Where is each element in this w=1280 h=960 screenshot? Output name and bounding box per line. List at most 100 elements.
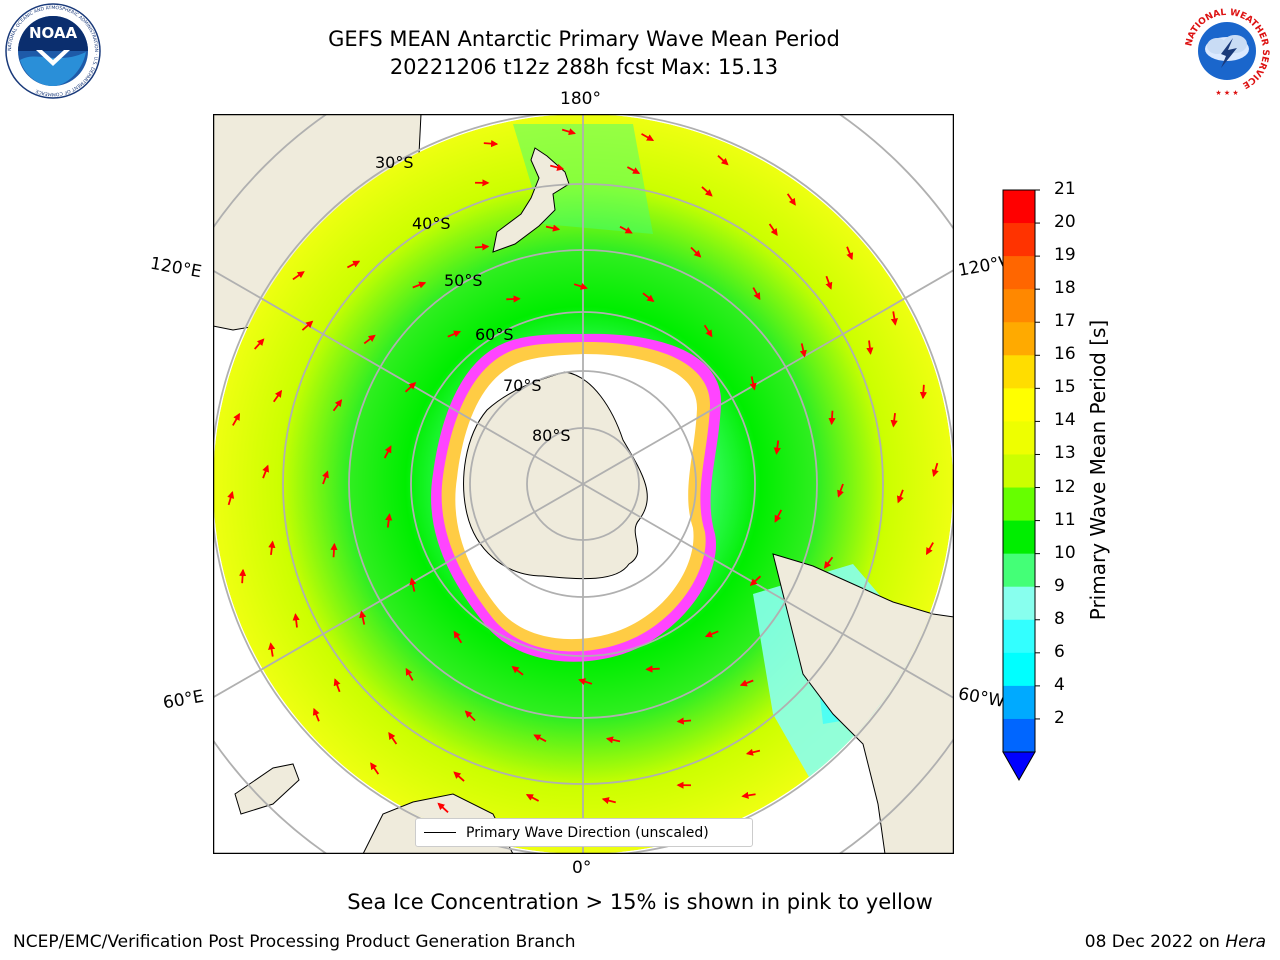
- colorbar-tick-label: 18: [1054, 278, 1076, 299]
- lat-label-70s: 70°S: [503, 376, 542, 395]
- lat-label-40s: 40°S: [412, 214, 451, 233]
- lat-label-60s: 60°S: [475, 325, 514, 344]
- wave-direction-arrow: [768, 223, 778, 236]
- wave-direction-arrow: [333, 678, 341, 693]
- wave-direction-arrow: [828, 410, 836, 426]
- colorbar-tick-label: 21: [1054, 179, 1076, 199]
- wave-direction-arrow: [453, 630, 463, 644]
- lon-label-60w: 60°W: [956, 684, 1007, 712]
- wave-direction-arrow: [227, 491, 235, 506]
- colorbar-bin: [1003, 652, 1035, 687]
- wave-direction-arrow: [268, 642, 276, 657]
- wave-direction-arrow: [322, 470, 329, 485]
- wave-direction-arrow: [533, 734, 547, 743]
- colorbar-bin: [1003, 454, 1035, 489]
- colorbar-tick-label: 17: [1054, 311, 1076, 332]
- colorbar-tick-label: 8: [1054, 608, 1065, 629]
- lat-label-50s: 50°S: [444, 271, 483, 290]
- colorbar-bin: [1003, 388, 1035, 422]
- sea-ice-note: Sea Ice Concentration > 15% is shown in …: [347, 890, 933, 914]
- wave-direction-arrow: [931, 462, 939, 477]
- chart-subtitle-run-info: 20221206 t12z 288h fcst Max: 15.13: [389, 55, 779, 79]
- wave-direction-arrow: [346, 260, 361, 269]
- wave-direction-arrow: [545, 224, 561, 232]
- wave-direction-arrow: [890, 413, 898, 428]
- wave-direction-arrow: [626, 166, 641, 174]
- wave-direction-arrow: [253, 338, 265, 350]
- wave-direction-arrows: [227, 128, 939, 814]
- wave-direction-arrow: [601, 797, 616, 805]
- lon-label-180: 180°: [560, 89, 601, 109]
- wave-direction-arrow: [262, 464, 270, 479]
- map-legend: Primary Wave Direction (unscaled): [415, 818, 753, 847]
- colorbar-tick-label: 6: [1054, 641, 1065, 662]
- colorbar-tick-label: 10: [1054, 542, 1076, 563]
- colorbar-bin: [1003, 718, 1035, 753]
- wave-direction-arrow: [925, 542, 934, 556]
- colorbar-tick-label: 20: [1054, 212, 1076, 233]
- wave-direction-arrow: [749, 575, 762, 586]
- wave-direction-arrow: [896, 489, 904, 504]
- wave-direction-arrow: [578, 678, 593, 686]
- colorbar-bin: [1003, 256, 1035, 290]
- wave-direction-arrow: [511, 666, 524, 676]
- colorbar-bin: [1003, 223, 1035, 257]
- new-zealand-landmass: [492, 147, 570, 253]
- wave-direction-arrow: [385, 513, 393, 528]
- wave-direction-arrow: [573, 282, 588, 290]
- colorbar-bin: [1003, 685, 1035, 720]
- wave-direction-arrow: [437, 802, 449, 814]
- wave-direction-arrow: [774, 509, 783, 523]
- wave-direction-arrow: [645, 665, 660, 673]
- svg-text:NOAA: NOAA: [29, 24, 78, 42]
- colorbar: [1002, 189, 1040, 782]
- wave-direction-arrow: [388, 732, 398, 745]
- wave-direction-arrow: [919, 384, 927, 400]
- wave-direction-arrow: [550, 163, 565, 171]
- wave-direction-arrow: [642, 292, 655, 302]
- colorbar-bin: [1003, 553, 1035, 588]
- legend-line-sample: [424, 832, 456, 833]
- wave-direction-arrow: [846, 246, 854, 261]
- colorbar-bin: [1003, 487, 1035, 522]
- colorbar-bin: [1003, 421, 1035, 455]
- wave-direction-arrow: [703, 324, 713, 338]
- lon-label-60e: 60°E: [161, 686, 206, 714]
- wave-direction-arrow: [739, 679, 754, 687]
- wave-direction-arrow: [745, 748, 761, 756]
- wave-direction-arrow: [232, 412, 241, 426]
- wave-direction-arrow: [837, 483, 844, 498]
- wave-direction-arrow: [330, 542, 338, 558]
- wave-direction-arrow: [292, 271, 305, 281]
- wave-direction-arrow: [332, 399, 343, 412]
- wave-direction-arrow: [717, 154, 729, 166]
- lat-label-80s: 80°S: [532, 426, 571, 445]
- wave-direction-arrow: [701, 186, 713, 197]
- wave-direction-arrow: [312, 707, 320, 722]
- colorbar-label: Primary Wave Mean Period [s]: [1086, 319, 1110, 621]
- colorbar-tick-label: 12: [1054, 476, 1076, 497]
- wave-direction-arrow: [383, 445, 392, 459]
- chart-title: GEFS MEAN Antarctic Primary Wave Mean Pe…: [328, 27, 840, 51]
- wave-direction-arrow: [823, 556, 834, 569]
- wave-direction-arrow: [749, 376, 757, 391]
- colorbar-bin: [1003, 190, 1035, 224]
- wave-direction-arrow: [370, 762, 380, 775]
- wave-direction-arrow: [404, 382, 417, 393]
- wave-direction-arrow: [412, 281, 427, 289]
- colorbar-tick-label: 11: [1054, 509, 1076, 530]
- wave-direction-arrow: [825, 275, 833, 290]
- colorbar-tick-label: 14: [1054, 410, 1076, 431]
- wave-direction-arrow: [268, 540, 276, 555]
- colorbar-bin: [1003, 289, 1035, 323]
- antarctic-wave-map: 30°S 40°S 50°S 60°S 70°S 80°S: [213, 114, 954, 854]
- colorbar-bin: [1003, 322, 1035, 356]
- colorbar-tick-label: 16: [1054, 344, 1076, 365]
- colorbar-bin: [1003, 355, 1035, 389]
- wave-direction-arrow: [619, 225, 633, 234]
- footer-organization: NCEP/EMC/Verification Post Processing Pr…: [13, 932, 576, 952]
- colorbar-bin: [1003, 619, 1035, 654]
- wave-direction-arrow: [359, 610, 367, 625]
- colorbar-tick-label: 19: [1054, 245, 1076, 266]
- wave-direction-arrow: [273, 389, 283, 403]
